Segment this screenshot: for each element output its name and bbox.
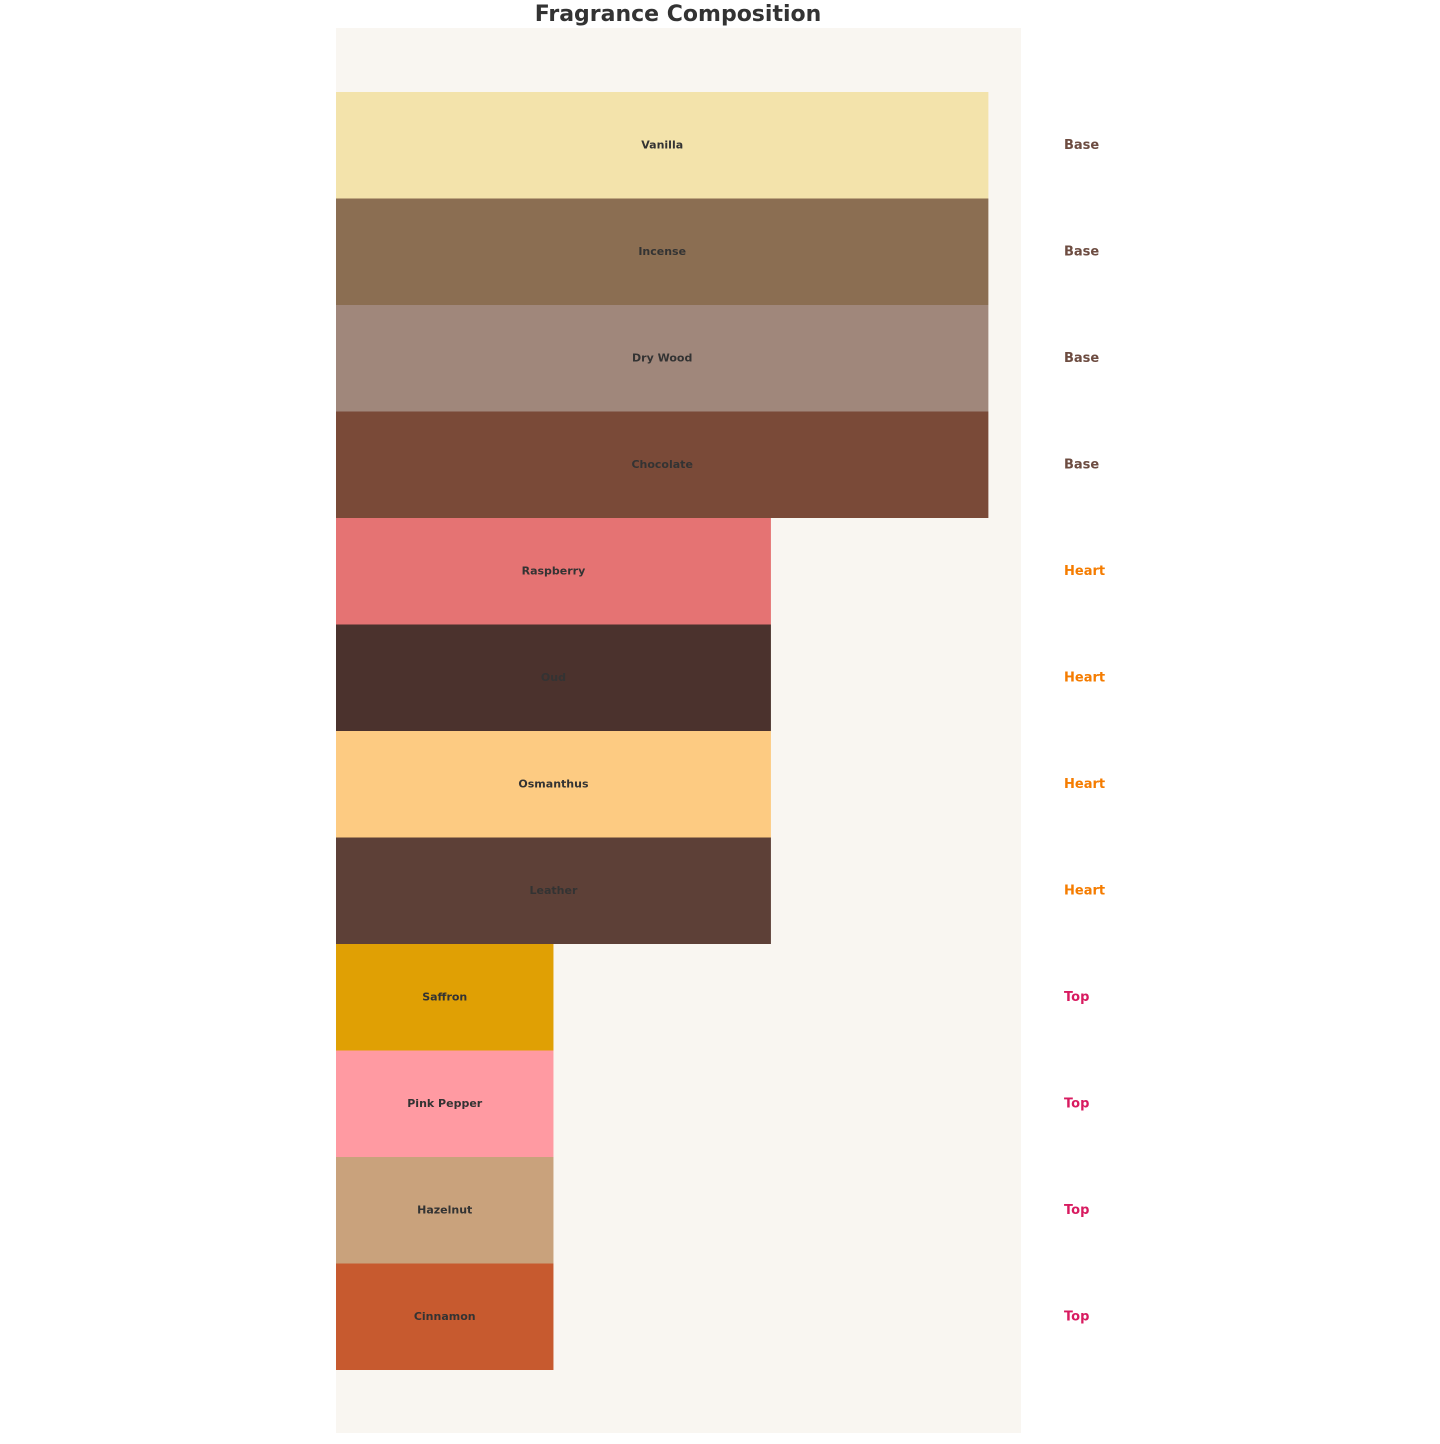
chart-title: Fragrance Composition	[535, 2, 822, 27]
bar	[336, 1263, 554, 1370]
bar-label: Oud	[541, 671, 566, 684]
bar	[336, 92, 989, 199]
level-label: Base	[1064, 138, 1099, 153]
bar	[336, 944, 554, 1051]
bar	[336, 1157, 554, 1264]
bar-label: Leather	[530, 884, 578, 897]
level-label: Heart	[1064, 670, 1105, 685]
level-label: Top	[1064, 1203, 1089, 1218]
bar-label: Chocolate	[631, 458, 692, 471]
level-label: Base	[1064, 457, 1099, 472]
level-label: Heart	[1064, 564, 1105, 579]
bar-label: Pink Pepper	[407, 1097, 483, 1110]
bar	[336, 731, 771, 838]
bar-label: Incense	[638, 245, 686, 258]
bar	[336, 411, 989, 518]
bar	[336, 518, 771, 625]
bar-label: Osmanthus	[518, 777, 589, 790]
bar	[336, 624, 771, 731]
level-label: Top	[1064, 990, 1089, 1005]
bar-label: Vanilla	[641, 138, 683, 151]
level-label: Heart	[1064, 883, 1105, 898]
level-label: Top	[1064, 1309, 1089, 1324]
bar-label: Raspberry	[522, 564, 586, 577]
bar-label: Hazelnut	[417, 1203, 472, 1216]
bar	[336, 1050, 554, 1157]
bar	[336, 305, 989, 412]
bar	[336, 837, 771, 944]
level-label: Base	[1064, 244, 1099, 259]
bar-label: Dry Wood	[632, 351, 692, 364]
bar-label: Cinnamon	[414, 1310, 476, 1323]
bar-label: Saffron	[422, 990, 467, 1003]
level-label: Heart	[1064, 777, 1105, 792]
level-label: Base	[1064, 351, 1099, 366]
bar	[336, 198, 989, 305]
level-label: Top	[1064, 1096, 1089, 1111]
